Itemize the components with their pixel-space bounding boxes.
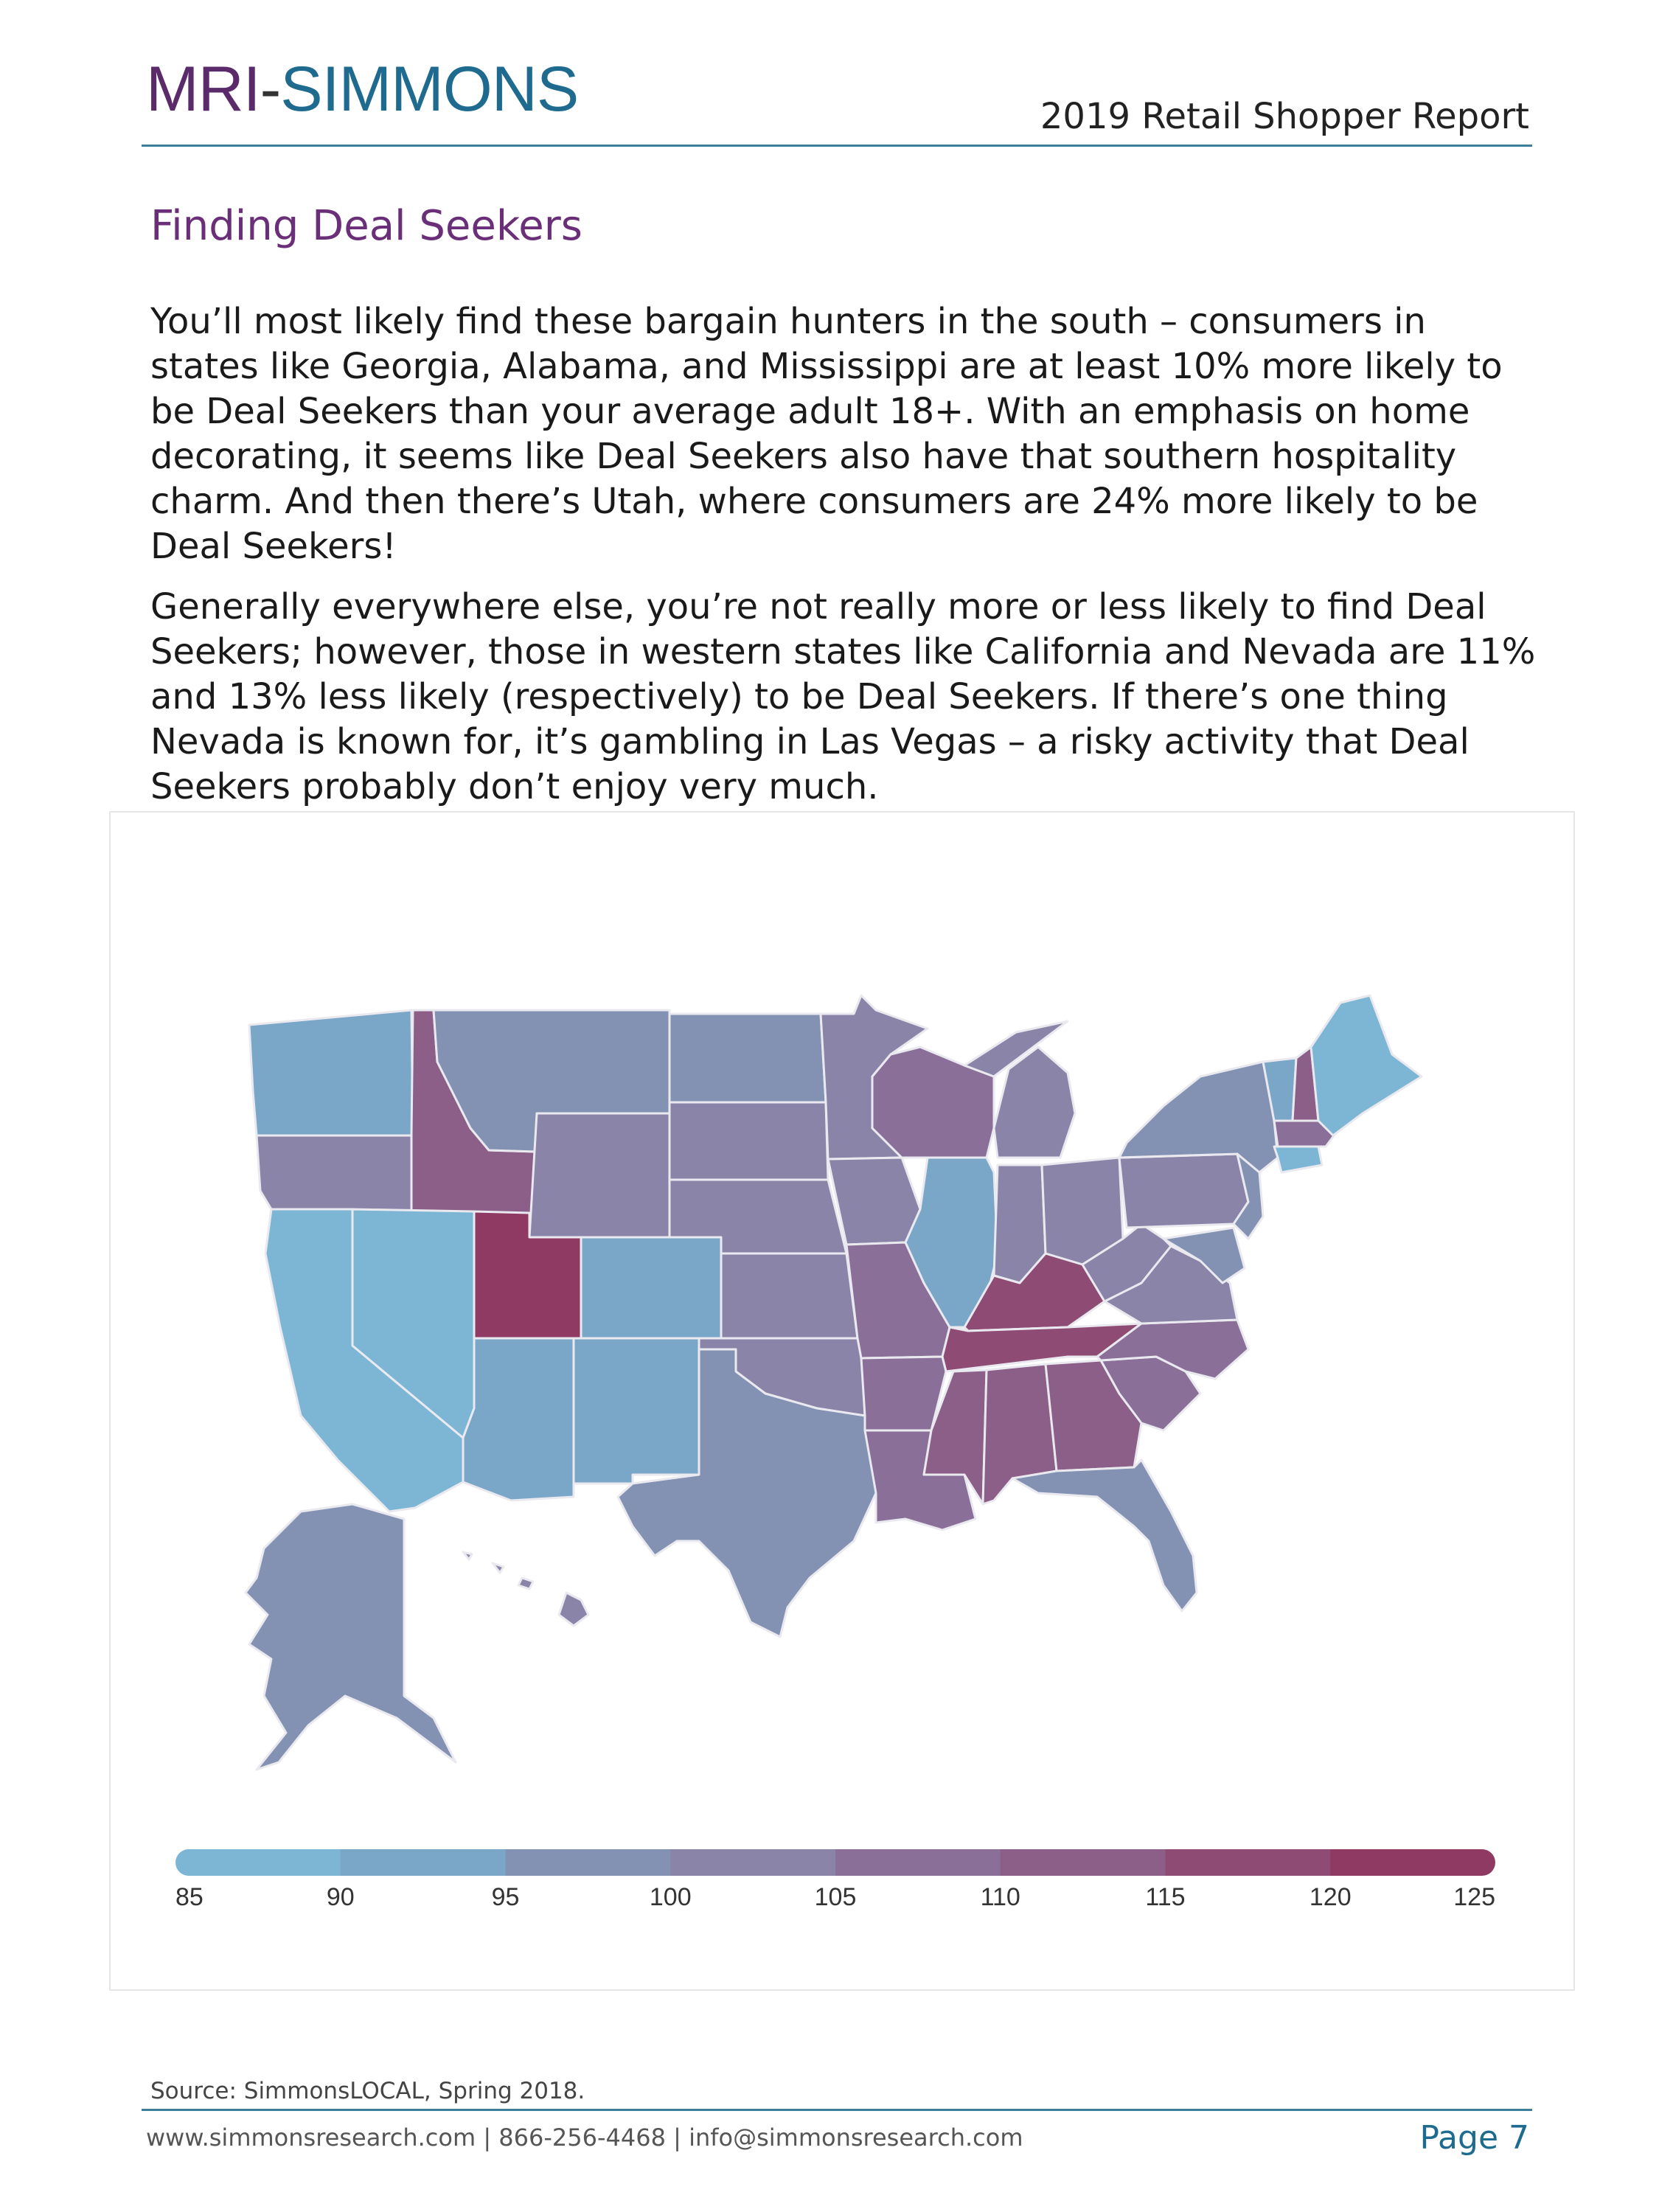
state-ct-ri [1273, 1145, 1324, 1174]
section-title: Finding Deal Seekers [150, 202, 582, 250]
header-divider [142, 145, 1532, 147]
legend-tick-label: 110 [981, 1883, 1020, 1911]
legend-tick-label: 95 [492, 1883, 520, 1911]
state-ks [720, 1252, 859, 1340]
state-sd [668, 1101, 830, 1181]
state-de-md [1162, 1226, 1246, 1284]
legend-segment [1165, 1849, 1332, 1876]
state-az [462, 1337, 575, 1502]
state-nj [1232, 1152, 1265, 1240]
report-title: 2019 Retail Shopper Report [1040, 96, 1529, 137]
state-pa [1118, 1152, 1250, 1229]
legend-segment [1000, 1849, 1166, 1876]
us-state-map-chart: 85 90 95 100 105 110 115 120 125 [175, 994, 1495, 1911]
logo-simmons: SIMMONS [280, 54, 579, 125]
state-nm [572, 1337, 700, 1485]
legend-segment [1330, 1849, 1495, 1876]
state-tx [616, 1348, 877, 1638]
body-paragraph-1: You’ll most likely find these bargain hu… [150, 301, 1503, 567]
legend-segment [340, 1849, 507, 1876]
logo-mri: MRI [146, 54, 261, 125]
state-hi [462, 1551, 590, 1627]
state-me [1310, 994, 1423, 1137]
body-paragraph-2: Generally everywhere else, you’re not re… [150, 586, 1536, 807]
state-co [580, 1236, 723, 1340]
state-wy [528, 1112, 671, 1246]
state-ak [244, 1503, 457, 1771]
state-ar [860, 1355, 947, 1432]
logo-dash: - [260, 54, 282, 125]
legend-segment [505, 1849, 672, 1876]
state-nd [668, 1012, 827, 1104]
legend-tick-label: 125 [1453, 1883, 1495, 1911]
source-note: Source: SimmonsLOCAL, Spring 2018. [150, 2078, 585, 2104]
legend-segment [175, 1849, 341, 1876]
color-scale-legend: 85 90 95 100 105 110 115 120 125 [175, 1849, 1495, 1911]
legend-tick-label: 90 [327, 1883, 355, 1911]
state-wa [248, 1009, 414, 1137]
footer-contact-info: www.simmonsresearch.com | 866-256-4468 |… [146, 2124, 1023, 2152]
brand-logo: MRI-SIMMONS [146, 58, 579, 121]
state-ma [1273, 1119, 1338, 1148]
state-fl [1011, 1458, 1198, 1613]
state-shapes [244, 994, 1423, 1771]
legend-segment [670, 1849, 836, 1876]
state-wv [1081, 1222, 1172, 1303]
state-ny [1118, 1060, 1279, 1174]
legend-segment [835, 1849, 1001, 1876]
legend-bar [175, 1849, 1495, 1876]
legend-tick-label: 85 [175, 1883, 204, 1911]
state-mi [963, 1020, 1077, 1159]
footer-divider [142, 2109, 1532, 2111]
legend-tick-label: 100 [650, 1883, 692, 1911]
legend-tick-label: 120 [1310, 1883, 1352, 1911]
page-number: Page 7 [1419, 2119, 1530, 2157]
legend-tick-label: 115 [1145, 1883, 1185, 1911]
legend-tick-label: 105 [815, 1883, 857, 1911]
state-or [255, 1134, 414, 1218]
